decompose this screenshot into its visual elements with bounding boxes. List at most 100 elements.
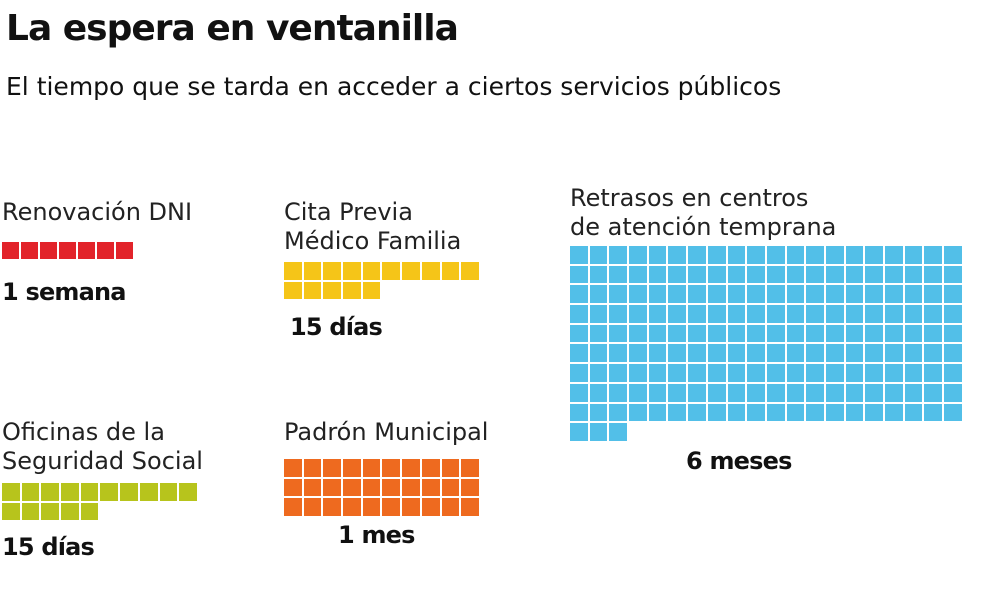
- waffle-cell: [323, 281, 342, 300]
- waffle-cell: [609, 383, 628, 402]
- waffle-cell: [589, 344, 608, 363]
- panel-padron-municipal: Padrón Municipal 1 mes: [284, 418, 488, 549]
- waffle-cell: [904, 305, 923, 323]
- waffle-cell: [825, 246, 844, 264]
- waffle-cell: [747, 285, 765, 304]
- waffle-grid: [284, 262, 479, 300]
- waffle-cell: [343, 459, 361, 477]
- waffle-cell: [668, 246, 687, 264]
- waffle-cell: [441, 459, 460, 477]
- waffle-cell: [786, 403, 805, 422]
- waffle-cell: [747, 324, 765, 343]
- waffle-cell: [688, 246, 706, 264]
- waffle-cell: [362, 262, 381, 280]
- waffle-cell: [648, 265, 667, 284]
- waffle-cell: [806, 246, 824, 264]
- waffle-cell: [727, 383, 746, 402]
- waffle-cell: [786, 324, 805, 343]
- waffle-cell: [885, 305, 903, 323]
- waffle-cell: [570, 364, 588, 382]
- waffle-cell: [80, 483, 99, 501]
- waffle-cell: [668, 403, 687, 422]
- waffle-cell: [362, 498, 381, 517]
- waffle-cell: [323, 498, 342, 517]
- waffle-grid: [284, 459, 488, 517]
- waffle-cell: [609, 423, 628, 441]
- waffle-cell: [924, 265, 943, 284]
- waffle-cell: [688, 344, 706, 363]
- waffle-cell: [629, 324, 647, 343]
- panel-label: Oficinas de la Seguridad Social: [2, 418, 203, 475]
- panel-label: Padrón Municipal: [284, 418, 489, 446]
- waffle-cell: [885, 324, 903, 343]
- waffle-cell: [707, 324, 726, 343]
- waffle-cell: [825, 285, 844, 304]
- panel-value: 15 días: [2, 533, 95, 562]
- waffle-cell: [688, 403, 706, 422]
- waffle-cell: [648, 246, 667, 264]
- waffle-cell: [747, 403, 765, 422]
- waffle-cell: [570, 324, 588, 343]
- waffle-cell: [707, 305, 726, 323]
- waffle-cell: [570, 403, 588, 422]
- waffle-cell: [589, 423, 608, 441]
- waffle-cell: [668, 285, 687, 304]
- waffle-cell: [865, 324, 883, 343]
- waffle-cell: [589, 265, 608, 284]
- waffle-cell: [343, 498, 361, 517]
- waffle-cell: [845, 383, 864, 402]
- waffle-cell: [825, 324, 844, 343]
- waffle-cell: [41, 483, 60, 501]
- panel-label: Cita Previa Médico Familia: [284, 198, 462, 255]
- waffle-cell: [609, 364, 628, 382]
- waffle-cell: [461, 478, 479, 497]
- waffle-cell: [707, 285, 726, 304]
- waffle-cell: [904, 324, 923, 343]
- waffle-cell: [441, 478, 460, 497]
- waffle-grid: [570, 246, 962, 441]
- waffle-cell: [766, 265, 785, 284]
- waffle-cell: [766, 285, 785, 304]
- waffle-cell: [904, 265, 923, 284]
- panel-seguridad-social: Oficinas de la Seguridad Social 15 días: [2, 418, 203, 561]
- waffle-cell: [944, 305, 962, 323]
- waffle-cell: [629, 305, 647, 323]
- waffle-cell: [707, 403, 726, 422]
- waffle-cell: [727, 403, 746, 422]
- waffle-cell: [688, 383, 706, 402]
- waffle-cell: [825, 344, 844, 363]
- waffle-cell: [924, 285, 943, 304]
- waffle-cell: [461, 498, 479, 517]
- waffle-cell: [688, 305, 706, 323]
- waffle-cell: [323, 459, 342, 477]
- waffle-cell: [648, 344, 667, 363]
- waffle-cell: [845, 305, 864, 323]
- waffle-cell: [589, 403, 608, 422]
- waffle-cell: [284, 262, 302, 280]
- waffle-cell: [825, 305, 844, 323]
- waffle-cell: [924, 403, 943, 422]
- waffle-cell: [845, 324, 864, 343]
- waffle-cell: [786, 265, 805, 284]
- waffle-cell: [284, 478, 302, 497]
- waffle-cell: [766, 344, 785, 363]
- waffle-cell: [944, 364, 962, 382]
- waffle-cell: [362, 478, 381, 497]
- waffle-cell: [668, 265, 687, 284]
- waffle-cell: [944, 324, 962, 343]
- waffle-cell: [747, 364, 765, 382]
- waffle-cell: [707, 246, 726, 264]
- waffle-cell: [21, 483, 40, 501]
- waffle-cell: [323, 262, 342, 280]
- panel-label: Retrasos en centros de atención temprana: [570, 184, 837, 241]
- waffle-cell: [402, 478, 420, 497]
- waffle-cell: [806, 305, 824, 323]
- waffle-cell: [806, 383, 824, 402]
- panel-label: Renovación DNI: [2, 198, 193, 226]
- waffle-cell: [343, 478, 361, 497]
- waffle-cell: [668, 305, 687, 323]
- waffle-cell: [885, 403, 903, 422]
- waffle-cell: [570, 383, 588, 402]
- waffle-cell: [343, 262, 361, 280]
- waffle-cell: [116, 242, 133, 259]
